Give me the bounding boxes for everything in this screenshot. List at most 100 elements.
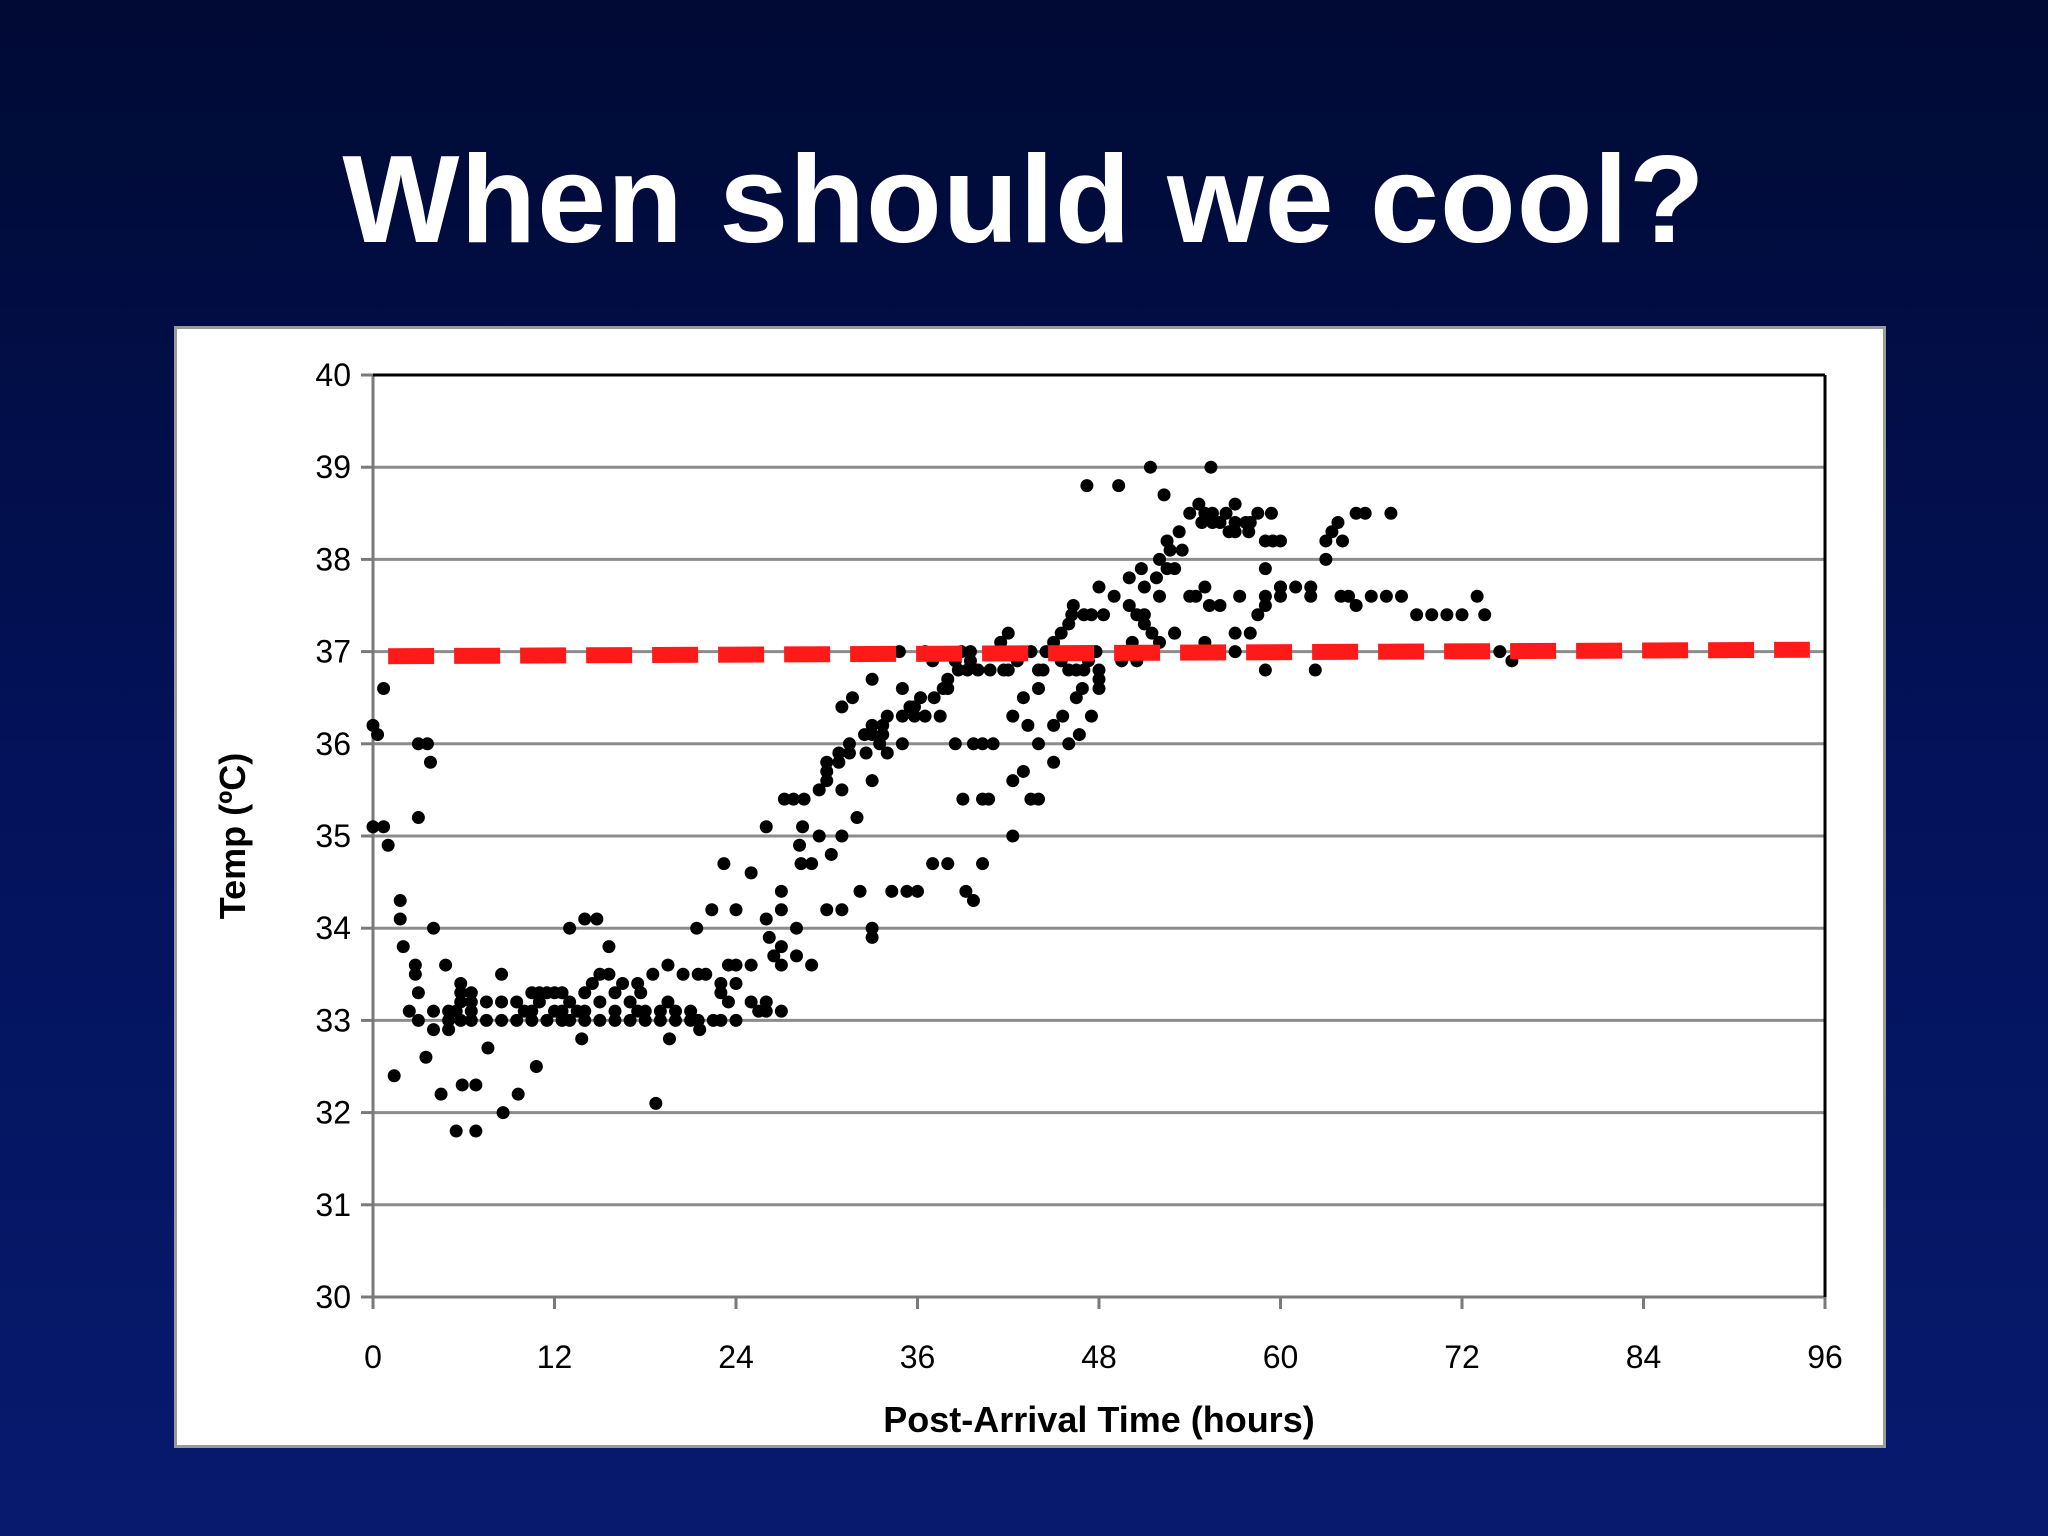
data-point — [1384, 506, 1398, 520]
data-point — [885, 884, 899, 898]
data-point — [411, 811, 425, 825]
data-point — [1336, 534, 1350, 548]
data-point — [1478, 608, 1492, 622]
data-point — [941, 857, 955, 871]
data-point — [455, 1078, 469, 1092]
data-point — [653, 1013, 667, 1027]
data-point — [1097, 608, 1111, 622]
data-point — [744, 995, 758, 1009]
data-point — [427, 1023, 440, 1037]
data-point — [464, 1013, 478, 1027]
data-point — [880, 709, 894, 723]
data-point — [1213, 516, 1227, 530]
data-point — [525, 1013, 539, 1027]
data-point — [744, 958, 758, 972]
data-point — [1264, 506, 1278, 520]
data-point — [880, 746, 894, 760]
y-tick-label: 32 — [315, 1095, 351, 1131]
data-point — [956, 792, 970, 806]
data-point — [1228, 645, 1242, 659]
data-point — [1331, 516, 1345, 530]
data-point — [1183, 506, 1197, 520]
data-point — [1274, 580, 1287, 594]
data-point — [1072, 728, 1086, 742]
data-point — [563, 995, 577, 1009]
data-point — [578, 986, 592, 1000]
data-point — [835, 903, 849, 917]
data-point — [820, 903, 834, 917]
data-point — [1006, 774, 1020, 788]
data-point — [525, 1004, 539, 1018]
data-point — [454, 1013, 468, 1027]
data-point — [1107, 589, 1121, 603]
data-point — [649, 1096, 663, 1110]
data-point — [1006, 829, 1020, 843]
data-point — [1047, 718, 1061, 732]
data-point — [845, 691, 859, 705]
data-point — [729, 1013, 743, 1027]
data-point — [464, 986, 478, 1000]
data-point — [481, 1041, 495, 1055]
data-point — [1157, 488, 1171, 502]
data-point — [790, 921, 803, 935]
data-point — [832, 755, 846, 769]
data-point — [1349, 506, 1363, 520]
data-point — [865, 774, 879, 788]
data-point — [1021, 718, 1035, 732]
data-point — [1358, 506, 1372, 520]
data-point — [479, 1013, 493, 1027]
data-point — [1319, 552, 1333, 566]
data-point — [638, 1013, 652, 1027]
data-point — [1172, 525, 1186, 539]
data-point — [971, 663, 985, 677]
data-point — [721, 995, 735, 1009]
data-point — [941, 672, 955, 686]
data-point — [578, 1013, 592, 1027]
data-point — [835, 829, 849, 843]
data-point — [759, 1004, 773, 1018]
data-point — [794, 857, 808, 871]
data-point — [496, 1106, 510, 1120]
y-tick-label: 36 — [315, 726, 351, 762]
data-point — [464, 995, 478, 1009]
data-point — [1016, 764, 1030, 778]
data-point — [423, 755, 437, 769]
data-point — [408, 967, 422, 981]
data-point — [1425, 608, 1439, 622]
data-point — [895, 681, 909, 695]
data-point — [1319, 534, 1333, 548]
data-point — [420, 737, 434, 751]
data-point — [442, 1013, 456, 1027]
data-point — [865, 921, 879, 935]
data-point — [797, 792, 811, 806]
data-point — [1137, 608, 1151, 622]
data-point — [714, 986, 728, 1000]
data-point — [454, 995, 468, 1009]
data-point — [593, 995, 607, 1009]
x-tick-label: 24 — [718, 1339, 754, 1375]
data-point — [1153, 552, 1166, 566]
data-point — [1054, 626, 1068, 640]
chart-frame: 30 31 32 33 34 35 36 37 38 39 40 0 12 24 36 48 60 72 84 96 … — [174, 326, 1886, 1448]
data-point — [790, 949, 803, 963]
data-point — [690, 921, 704, 935]
data-point — [744, 866, 758, 880]
data-point — [510, 995, 524, 1009]
data-point — [895, 709, 909, 723]
y-tick-label: 39 — [315, 449, 351, 485]
axes — [361, 373, 1827, 1309]
data-point — [1204, 460, 1218, 474]
data-point — [729, 977, 743, 991]
data-point — [963, 654, 977, 668]
data-point — [1056, 709, 1070, 723]
data-point — [865, 718, 879, 732]
data-point — [1198, 580, 1212, 594]
data-point — [602, 940, 616, 954]
data-point — [408, 958, 422, 972]
x-tick-label: 72 — [1444, 1339, 1480, 1375]
data-point — [623, 1013, 637, 1027]
data-point — [842, 746, 856, 760]
data-point — [1308, 663, 1322, 677]
data-point — [1202, 599, 1216, 612]
data-point — [608, 1013, 622, 1027]
